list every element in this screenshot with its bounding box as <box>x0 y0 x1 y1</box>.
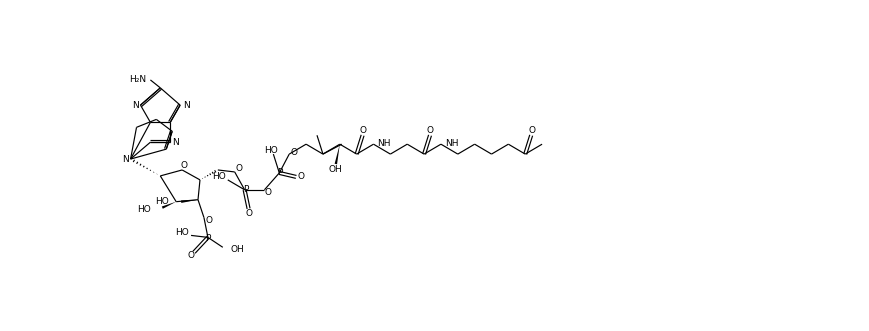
Text: H₂N: H₂N <box>129 75 147 84</box>
Text: OH: OH <box>329 166 342 174</box>
Polygon shape <box>181 200 198 203</box>
Text: P: P <box>205 234 210 243</box>
Text: O: O <box>205 216 212 225</box>
Text: P: P <box>243 185 249 194</box>
Text: OH: OH <box>231 245 244 254</box>
Text: O: O <box>265 188 272 197</box>
Polygon shape <box>335 144 340 164</box>
Text: O: O <box>235 165 242 173</box>
Text: O: O <box>359 126 366 135</box>
Text: HO: HO <box>264 146 278 155</box>
Text: O: O <box>291 148 298 157</box>
Text: N: N <box>132 101 139 110</box>
Text: HO: HO <box>136 205 150 214</box>
Text: N: N <box>123 155 129 164</box>
Text: O: O <box>427 126 434 135</box>
Text: HO: HO <box>176 228 189 237</box>
Text: NH: NH <box>377 139 391 148</box>
Text: O: O <box>297 172 305 181</box>
Text: HO: HO <box>156 197 169 206</box>
Text: N: N <box>182 101 189 110</box>
Text: O: O <box>188 251 195 260</box>
Text: O: O <box>245 209 252 218</box>
Text: N: N <box>172 138 178 147</box>
Text: NH: NH <box>445 139 459 148</box>
Text: HO: HO <box>212 172 226 181</box>
Text: P: P <box>277 168 283 177</box>
Text: O: O <box>528 126 535 135</box>
Polygon shape <box>162 202 176 209</box>
Text: O: O <box>181 162 188 170</box>
